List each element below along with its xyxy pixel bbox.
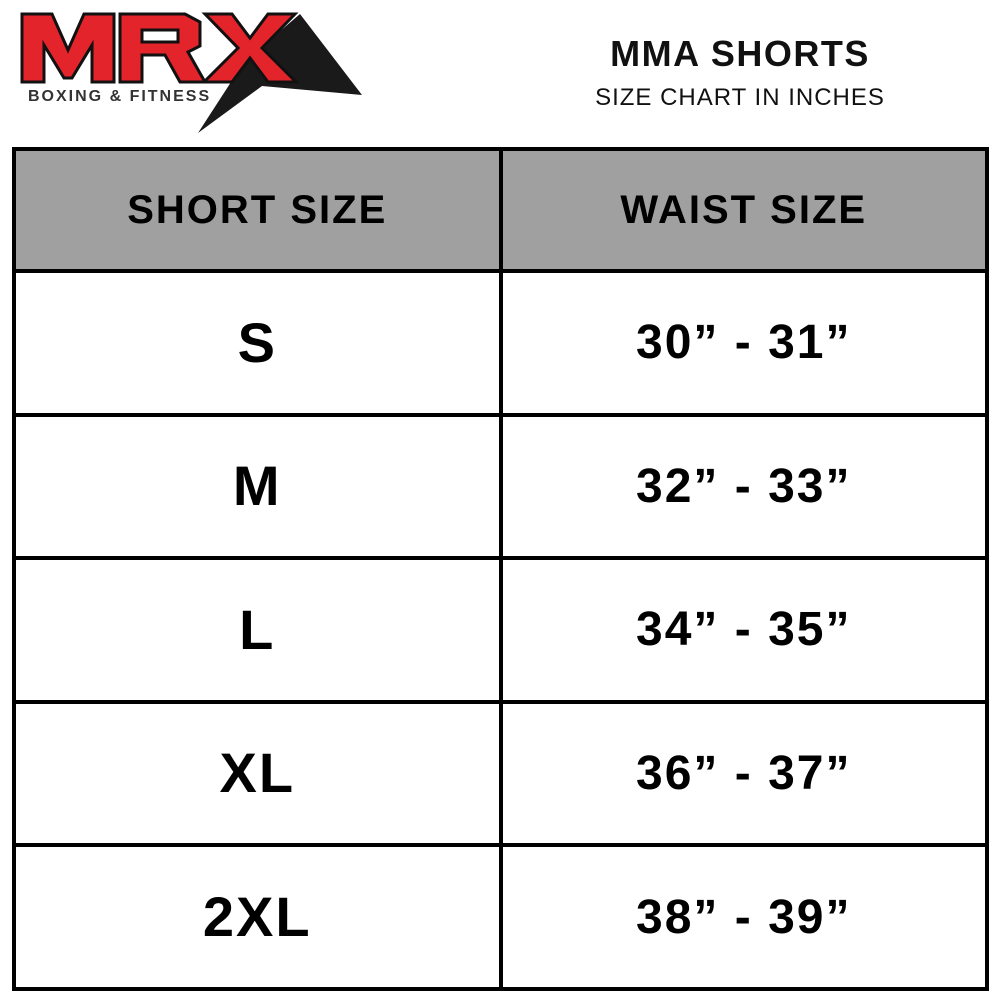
waist-cell: 38” - 39” <box>498 843 989 991</box>
size-chart-table: SHORT SIZE WAIST SIZE S 30” - 31” M 32” - … <box>12 146 989 991</box>
table-row: XL 36” - 37” <box>12 699 989 848</box>
size-cell: L <box>12 556 503 704</box>
page-title: MMA SHORTS <box>610 33 870 74</box>
table-row: S 30” - 31” <box>12 269 989 417</box>
mrx-letters <box>20 12 300 84</box>
column-header-waist-size: WAIST SIZE <box>498 146 989 274</box>
mrx-logo <box>20 12 362 133</box>
table-row: M 32” - 33” <box>12 412 989 561</box>
waist-cell: 34” - 35” <box>498 556 989 704</box>
size-cell: M <box>12 412 503 561</box>
waist-cell: 36” - 37” <box>498 699 989 848</box>
logo-tagline: BOXING & FITNESS <box>28 88 212 105</box>
size-cell: 2XL <box>12 843 503 991</box>
size-cell: S <box>12 269 503 417</box>
waist-cell: 32” - 33” <box>498 412 989 561</box>
size-cell: XL <box>12 699 503 848</box>
waist-cell: 30” - 31” <box>498 269 989 417</box>
table-header-row: SHORT SIZE WAIST SIZE <box>12 146 989 274</box>
table-row: L 34” - 35” <box>12 556 989 704</box>
page-subtitle: SIZE CHART IN INCHES <box>595 84 885 111</box>
table-row: 2XL 38” - 39” <box>12 843 989 991</box>
column-header-short-size: SHORT SIZE <box>12 146 503 274</box>
